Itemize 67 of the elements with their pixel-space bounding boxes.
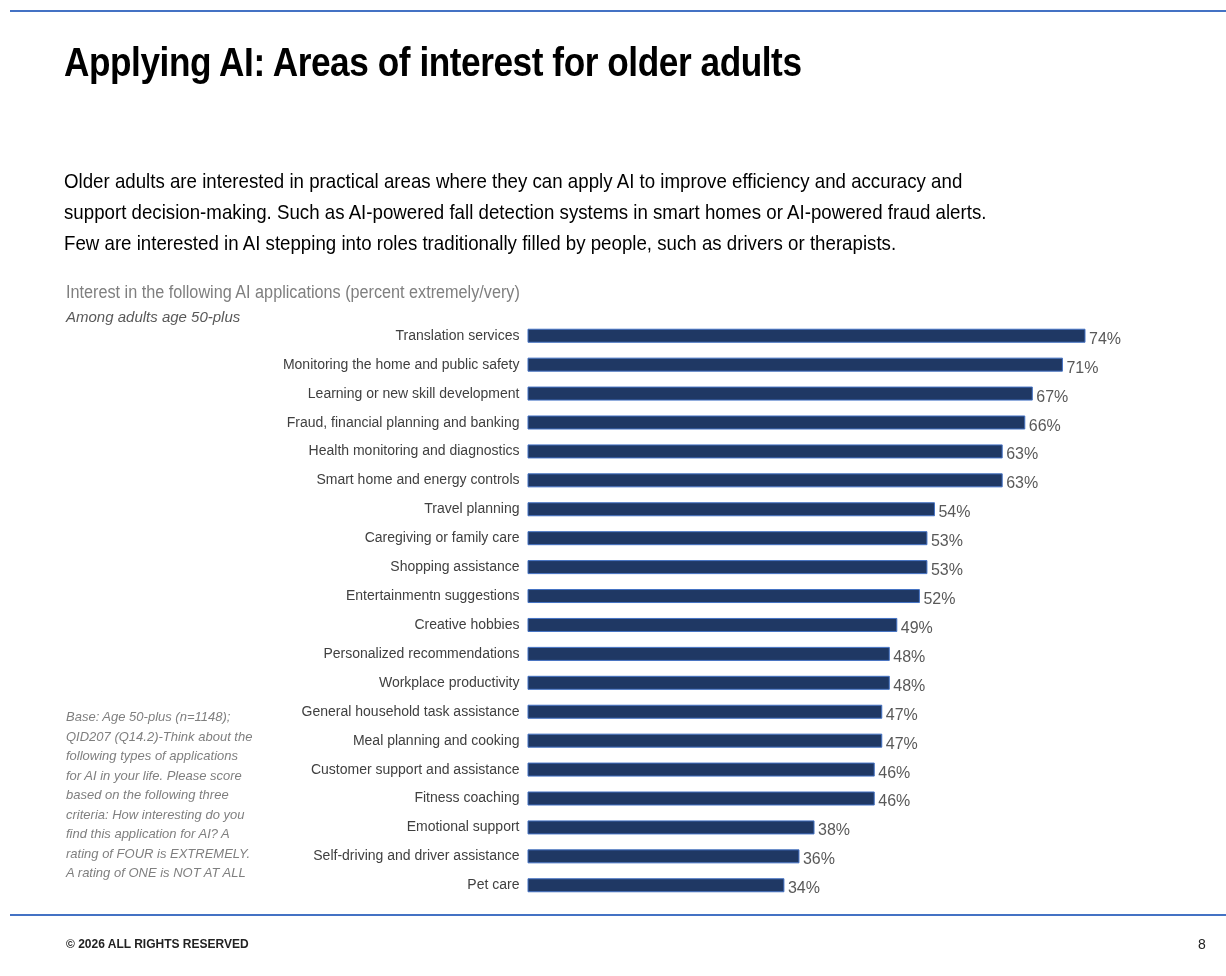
chart-subtitle: Older adults are interested in practical areas where they can apply AI to improve efficiency and accuracy and support decision-making. Such as AI-powered fall detection systems in smart homes or AI-powered fraud alerts. Few are interested in AI stepping into roles traditionally filled by people, such as drivers or therapists. <box>64 168 987 256</box>
data-label: 38% <box>818 821 851 839</box>
data-label: 63% <box>1006 445 1039 463</box>
data-label: 63% <box>1006 474 1039 492</box>
y-tick-label: Smart home and energy controls <box>316 471 520 488</box>
y-tick-label: Pet care <box>467 876 520 893</box>
bar <box>527 502 935 517</box>
bar <box>527 386 1033 401</box>
y-tick-label: Customer support and assistance <box>310 760 520 777</box>
data-label: 66% <box>1028 416 1061 434</box>
y-tick-label: Creative hobbies <box>414 615 520 632</box>
y-tick-label: Fitness coaching <box>414 789 520 806</box>
data-label: 53% <box>930 561 963 579</box>
text: Among adults age 50-plus <box>66 308 241 325</box>
data-label: 48% <box>893 647 926 665</box>
bar <box>527 820 815 835</box>
y-tick-label: Emotional support <box>406 818 520 835</box>
bar <box>527 617 898 632</box>
y-tick-label: Caregiving or family care <box>364 529 520 546</box>
bar <box>527 473 1003 488</box>
data-label: 67% <box>1036 387 1069 405</box>
bar <box>527 444 1003 459</box>
bar <box>527 357 1063 372</box>
data-label: 54% <box>938 503 971 521</box>
y-tick-label: Meal planning and cooking <box>352 731 520 748</box>
y-tick-label: Workplace productivity <box>378 673 520 690</box>
y-tick-label: Health monitoring and diagnostics <box>308 442 520 459</box>
y-tick-label: Personalized recommendations <box>323 644 520 661</box>
data-label: 74% <box>1089 329 1122 347</box>
data-label: 47% <box>885 705 918 723</box>
y-tick-label: Learning or new skill development <box>307 384 520 401</box>
bar <box>527 328 1086 343</box>
data-label: 47% <box>885 734 918 752</box>
bar <box>527 762 875 777</box>
bar <box>527 589 920 604</box>
y-tick-label: Travel planning <box>424 500 520 517</box>
text: Base: Age 50-plus (n=1148); QID207 (Q14.2)-Think about the following types of applications for AI in your life. Please score based on the following three criteria: How interesting do you find this application for AI? A rating of FOUR is EXTREMELY. A rating of ONE is NOT AT ALL <box>66 709 253 880</box>
chart-title: Applying AI: Areas of interest for older adults <box>64 40 802 85</box>
data-label: 46% <box>878 792 911 810</box>
bar <box>527 531 928 546</box>
y-tick-label: Self-driving and driver assistance <box>313 847 520 864</box>
bar <box>527 646 890 661</box>
data-label: 36% <box>802 850 835 868</box>
y-tick-label: General household task assistance <box>301 702 520 719</box>
y-tick-label: Monitoring the home and public safety <box>282 355 520 372</box>
text: 8 <box>1198 936 1206 952</box>
y-tick-label: Translation services <box>395 326 520 343</box>
bar <box>527 415 1026 430</box>
bar <box>527 704 883 719</box>
data-label: 53% <box>930 532 963 550</box>
y-tick-label: Fraud, financial planning and banking <box>286 413 520 430</box>
bar <box>527 849 800 864</box>
data-label: 48% <box>893 676 926 694</box>
text: Interest in the following AI applications (percent extremely/very) <box>66 282 520 303</box>
data-label: 34% <box>787 879 820 897</box>
data-label: 52% <box>923 590 956 608</box>
bar <box>527 560 928 575</box>
text: © 2026 ALL RIGHTS RESERVED <box>66 937 249 951</box>
data-label: 46% <box>878 763 911 781</box>
bar <box>527 791 875 806</box>
y-tick-label: Shopping assistance <box>390 558 520 575</box>
y-tick-label: Entertainmentn suggestions <box>345 587 520 604</box>
bar <box>527 878 785 893</box>
data-label: 71% <box>1066 358 1099 376</box>
bar <box>527 733 883 748</box>
data-label: 49% <box>900 618 933 636</box>
bar <box>527 675 890 690</box>
